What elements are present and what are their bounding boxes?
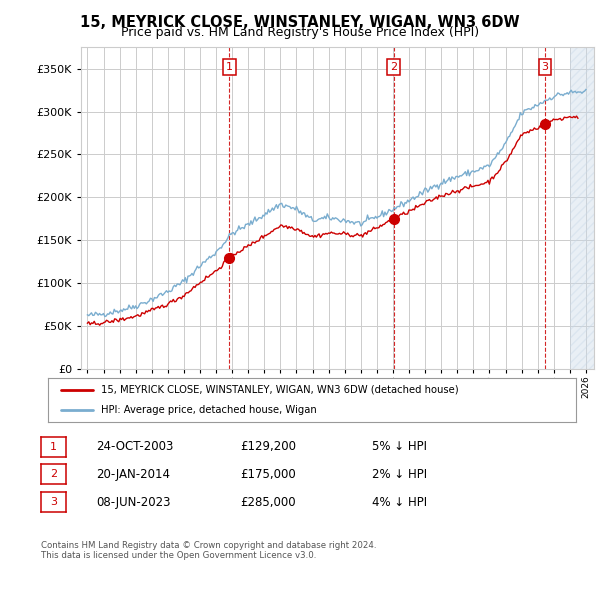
Text: £285,000: £285,000 <box>240 496 296 509</box>
Bar <box>570 47 594 369</box>
Text: £129,200: £129,200 <box>240 440 296 453</box>
Text: £175,000: £175,000 <box>240 468 296 481</box>
Text: 1: 1 <box>226 62 233 72</box>
Text: 24-OCT-2003: 24-OCT-2003 <box>96 440 173 453</box>
Text: 2: 2 <box>50 470 57 479</box>
Text: 1: 1 <box>50 442 57 451</box>
Text: 2: 2 <box>390 62 397 72</box>
Text: 08-JUN-2023: 08-JUN-2023 <box>96 496 170 509</box>
Text: Price paid vs. HM Land Registry's House Price Index (HPI): Price paid vs. HM Land Registry's House … <box>121 26 479 39</box>
Text: 3: 3 <box>541 62 548 72</box>
Text: 15, MEYRICK CLOSE, WINSTANLEY, WIGAN, WN3 6DW (detached house): 15, MEYRICK CLOSE, WINSTANLEY, WIGAN, WN… <box>101 385 458 395</box>
Text: 5% ↓ HPI: 5% ↓ HPI <box>372 440 427 453</box>
Text: This data is licensed under the Open Government Licence v3.0.: This data is licensed under the Open Gov… <box>41 552 316 560</box>
Text: 4% ↓ HPI: 4% ↓ HPI <box>372 496 427 509</box>
Text: 20-JAN-2014: 20-JAN-2014 <box>96 468 170 481</box>
Text: 2% ↓ HPI: 2% ↓ HPI <box>372 468 427 481</box>
Text: 3: 3 <box>50 497 57 507</box>
Text: 15, MEYRICK CLOSE, WINSTANLEY, WIGAN, WN3 6DW: 15, MEYRICK CLOSE, WINSTANLEY, WIGAN, WN… <box>80 15 520 30</box>
Text: Contains HM Land Registry data © Crown copyright and database right 2024.: Contains HM Land Registry data © Crown c… <box>41 541 376 550</box>
Text: HPI: Average price, detached house, Wigan: HPI: Average price, detached house, Wiga… <box>101 405 317 415</box>
